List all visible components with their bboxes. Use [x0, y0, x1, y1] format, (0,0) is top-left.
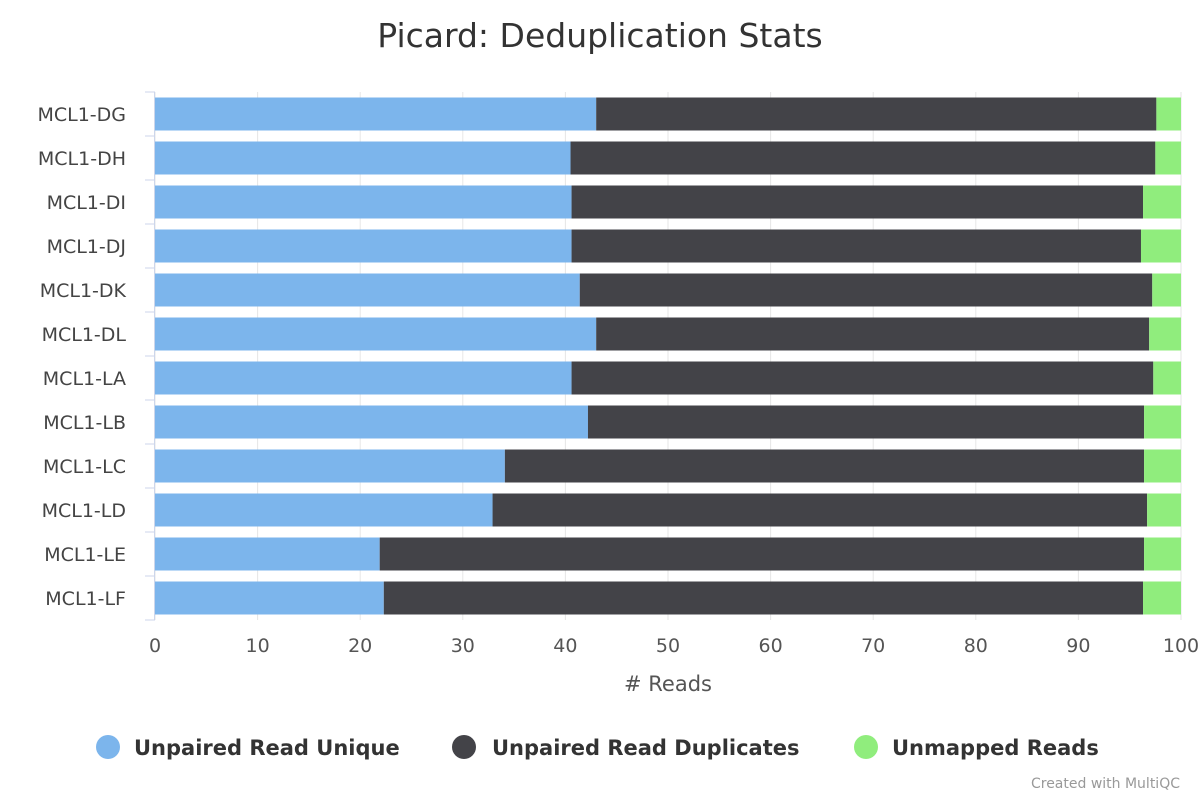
- bar-segment-unmapped-reads[interactable]: [1144, 449, 1181, 483]
- bar-segment-unpaired-read-unique[interactable]: [155, 185, 572, 219]
- bar-segment-unpaired-read-duplicates[interactable]: [504, 449, 1145, 483]
- x-tick-label: 70: [861, 635, 885, 657]
- bar-segment-unpaired-read-duplicates[interactable]: [587, 405, 1145, 439]
- bar-segment-unmapped-reads[interactable]: [1149, 317, 1181, 351]
- category-label: MCL1-DG: [37, 104, 126, 126]
- bar-segment-unpaired-read-unique[interactable]: [155, 581, 384, 615]
- x-tick-label: 40: [553, 635, 577, 657]
- category-label: MCL1-DI: [47, 192, 126, 214]
- bar-segment-unmapped-reads[interactable]: [1140, 229, 1181, 263]
- x-tick-label: 60: [759, 635, 783, 657]
- category-label: MCL1-LE: [44, 544, 126, 566]
- bar-segment-unpaired-read-duplicates[interactable]: [571, 361, 1154, 395]
- bar-segment-unpaired-read-unique[interactable]: [155, 537, 380, 571]
- x-tick-label: 30: [451, 635, 475, 657]
- bar-segment-unpaired-read-duplicates[interactable]: [492, 493, 1148, 527]
- bar-segment-unpaired-read-unique[interactable]: [155, 229, 572, 263]
- bar-segment-unpaired-read-unique[interactable]: [155, 361, 572, 395]
- category-label: MCL1-LF: [45, 588, 126, 610]
- credit-text[interactable]: Created with MultiQC: [1031, 776, 1180, 792]
- bar-segment-unpaired-read-unique[interactable]: [155, 493, 493, 527]
- category-label: MCL1-DJ: [47, 236, 126, 258]
- bar-segment-unpaired-read-duplicates[interactable]: [571, 185, 1144, 219]
- bar-segment-unmapped-reads[interactable]: [1143, 581, 1181, 615]
- bar-segment-unpaired-read-unique[interactable]: [155, 317, 597, 351]
- x-tick-label: 10: [246, 635, 270, 657]
- x-axis-title: # Reads: [624, 672, 712, 696]
- legend-item[interactable]: Unmapped Reads: [854, 735, 1099, 760]
- category-label: MCL1-DH: [38, 148, 126, 170]
- x-tick-label: 100: [1163, 635, 1199, 657]
- x-tick-label: 90: [1066, 635, 1090, 657]
- x-tick-label: 20: [348, 635, 372, 657]
- bar-segment-unmapped-reads[interactable]: [1153, 361, 1181, 395]
- bar-segment-unmapped-reads[interactable]: [1147, 493, 1181, 527]
- x-axis-ticks: 0 10 20 30 40 50 60 70 80 90 100: [149, 635, 1199, 657]
- legend-label: Unpaired Read Unique: [134, 736, 400, 760]
- category-label: MCL1-LD: [42, 500, 126, 522]
- x-tick-label: 50: [656, 635, 680, 657]
- bar-segment-unpaired-read-duplicates[interactable]: [571, 229, 1141, 263]
- bar-segment-unpaired-read-duplicates[interactable]: [379, 537, 1145, 571]
- bar-segment-unmapped-reads[interactable]: [1152, 273, 1181, 307]
- legend-marker: [854, 735, 878, 759]
- bar-segment-unpaired-read-duplicates[interactable]: [579, 273, 1153, 307]
- bar-segment-unpaired-read-unique[interactable]: [155, 141, 571, 175]
- legend-label: Unpaired Read Duplicates: [492, 736, 799, 760]
- bar-segment-unpaired-read-unique[interactable]: [155, 273, 580, 307]
- bar-segment-unpaired-read-duplicates[interactable]: [596, 97, 1157, 131]
- bar-segment-unpaired-read-unique[interactable]: [155, 405, 588, 439]
- category-label: MCL1-LA: [43, 368, 126, 390]
- legend-label: Unmapped Reads: [892, 736, 1099, 760]
- category-label: MCL1-DL: [42, 324, 127, 346]
- category-label: MCL1-LC: [43, 456, 126, 478]
- grid: [145, 91, 1182, 621]
- legend-item[interactable]: Unpaired Read Duplicates: [452, 735, 799, 760]
- bar-segment-unmapped-reads[interactable]: [1144, 405, 1181, 439]
- legend-marker: [452, 735, 476, 759]
- bar-segment-unmapped-reads[interactable]: [1155, 141, 1181, 175]
- bar-segment-unpaired-read-duplicates[interactable]: [570, 141, 1156, 175]
- legend-item[interactable]: Unpaired Read Unique: [96, 735, 400, 760]
- legend: Unpaired Read Unique Unpaired Read Duplic…: [96, 735, 1099, 760]
- category-labels: MCL1-DG MCL1-DH MCL1-DI MCL1-DJ MCL1-DK MCL1-…: [37, 104, 126, 610]
- bar-segment-unmapped-reads[interactable]: [1143, 185, 1181, 219]
- chart-title: Picard: Deduplication Stats: [377, 16, 822, 55]
- x-tick-label: 0: [149, 635, 161, 657]
- bar-segment-unmapped-reads[interactable]: [1144, 537, 1181, 571]
- bar-segment-unpaired-read-unique[interactable]: [155, 97, 597, 131]
- bar-segment-unmapped-reads[interactable]: [1156, 97, 1181, 131]
- bar-segment-unpaired-read-unique[interactable]: [155, 449, 505, 483]
- legend-marker: [96, 735, 120, 759]
- bar-segment-unpaired-read-duplicates[interactable]: [383, 581, 1144, 615]
- bars: [155, 97, 1181, 615]
- category-label: MCL1-LB: [43, 412, 126, 434]
- bar-segment-unpaired-read-duplicates[interactable]: [596, 317, 1150, 351]
- category-label: MCL1-DK: [40, 280, 127, 302]
- x-tick-label: 80: [964, 635, 988, 657]
